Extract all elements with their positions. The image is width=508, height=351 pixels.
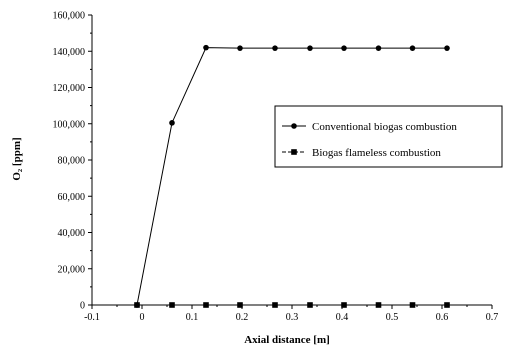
data-point — [272, 302, 278, 308]
data-point — [237, 45, 243, 51]
data-point — [203, 44, 209, 51]
data-point — [375, 45, 382, 51]
data-point — [341, 302, 347, 308]
data-point — [409, 302, 416, 308]
legend-item-1: Conventional biogas combustion — [282, 121, 457, 133]
x-tick-label: 0.7 — [486, 312, 499, 323]
data-point — [444, 45, 450, 51]
y-tick-label: 100,000 — [53, 119, 86, 130]
x-tick-label: 0.4 — [336, 312, 349, 323]
legend-label: Biogas flameless combustion — [312, 147, 441, 159]
x-axis-ticks: -0.1 0 0.1 0.2 0.3 0.4 0.5 0.6 0.7 — [84, 305, 498, 323]
legend-box — [274, 105, 503, 168]
data-point — [237, 302, 243, 308]
plot-area: -0.1 0 0.1 0.2 0.3 0.4 0.5 0.6 0.7 020,00040,000… — [53, 11, 499, 324]
series-layer — [134, 44, 450, 308]
data-point — [203, 302, 209, 308]
y-tick-label: 0 — [80, 301, 85, 312]
y-tick-label: 40,000 — [58, 228, 86, 239]
legend-marker — [291, 149, 297, 155]
series-2 — [134, 302, 450, 308]
y-tick-label: 20,000 — [58, 264, 86, 275]
series-1 — [134, 44, 450, 308]
data-point — [307, 302, 313, 308]
legend-marker — [291, 123, 297, 129]
y-axis-ticks: 0 20,000 40,000 60,000 80,000 100,000 120,000 1… — [53, 11, 92, 312]
data-point — [307, 45, 313, 51]
series-line — [136, 47, 447, 306]
y-tick-label: 140,000 — [53, 47, 86, 58]
x-tick-label: 0.6 — [436, 312, 449, 323]
data-point — [169, 302, 175, 308]
y-tick-label: 80,000 — [58, 156, 86, 167]
x-tick-label: -0.1 — [84, 312, 100, 323]
data-point — [169, 120, 175, 126]
y-axis-title: O₂ [ppm] — [11, 137, 23, 180]
data-point — [341, 45, 347, 51]
x-tick-label: 0.5 — [386, 312, 399, 323]
y-tick-label: 120,000 — [53, 83, 86, 94]
data-point — [444, 302, 450, 308]
x-tick-label: 0.2 — [236, 312, 249, 323]
x-axis-title: Axial distance [m] — [244, 334, 330, 346]
x-tick-label: 0.1 — [186, 312, 199, 323]
data-point — [375, 302, 382, 308]
y-tick-label: 160,000 — [53, 11, 86, 22]
legend-label: Conventional biogas combustion — [312, 121, 457, 133]
legend: Conventional biogas combustion Biogas fla… — [274, 105, 503, 168]
data-point — [134, 302, 140, 308]
data-point — [272, 45, 278, 51]
data-point — [409, 45, 416, 51]
x-tick-label: 0.3 — [286, 312, 299, 323]
y-tick-label: 60,000 — [58, 192, 86, 203]
legend-item-2: Biogas flameless combustion — [282, 147, 441, 159]
x-tick-label: 0 — [140, 312, 145, 323]
